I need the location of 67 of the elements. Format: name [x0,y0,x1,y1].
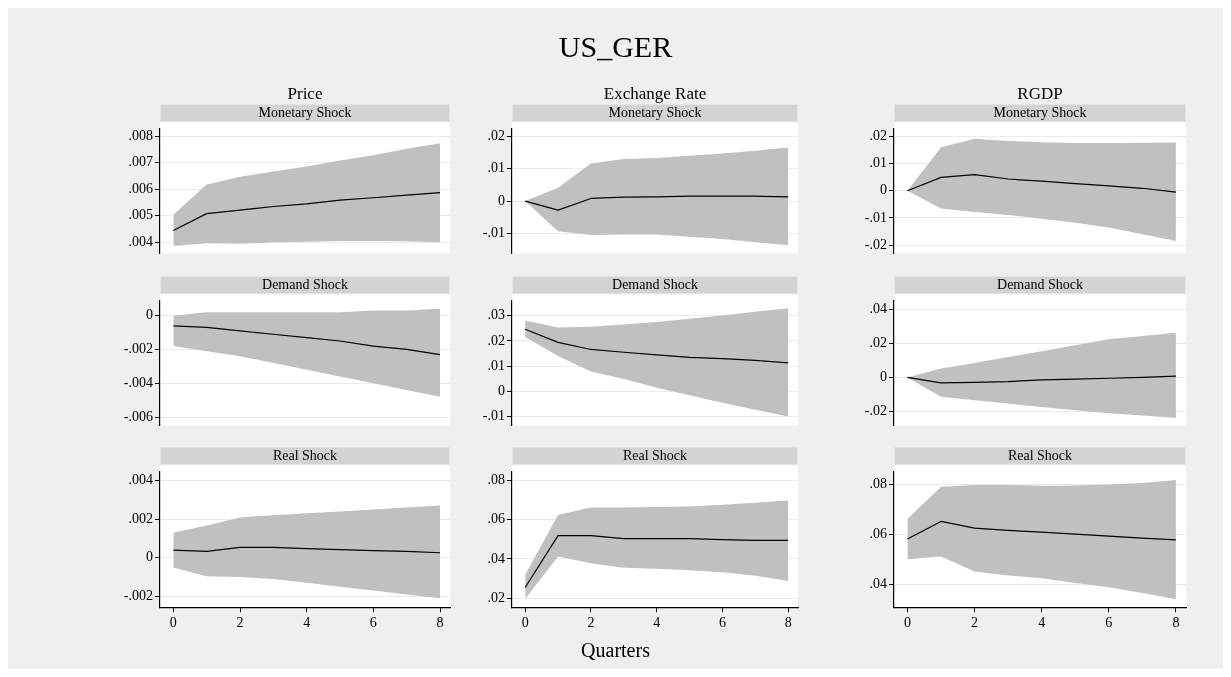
y-tick-label: -.002 [123,588,153,604]
y-tick-label: .08 [487,471,505,487]
x-tick-label: 0 [521,615,529,631]
x-axis-title: Quarters [580,639,651,662]
y-tick-label: .03 [487,307,505,323]
y-tick-label: -.02 [864,236,887,252]
x-tick-label: 8 [784,615,792,631]
y-tick-label: .02 [487,590,505,606]
x-tick-label: 6 [369,615,377,631]
chart-subtitle: Monetary Shock [894,104,1186,122]
y-tick-label: -.002 [123,341,153,357]
y-tick-label: 0 [146,307,153,323]
x-tick-label: 4 [1038,615,1046,631]
x-tick-label: 8 [1172,615,1180,631]
chart-subtitle: Real Shock [160,447,450,465]
y-tick-label: .01 [869,155,887,171]
y-tick-label: 0 [498,383,505,399]
text: US_GER [557,30,674,64]
y-tick-label: .08 [869,476,887,492]
y-tick-label: .02 [869,335,887,351]
y-tick-label: .002 [128,510,153,526]
chart-subtitle: Monetary Shock [160,104,450,122]
y-tick-label: .005 [128,207,153,223]
y-tick-label: .007 [128,154,153,170]
y-tick-label: .006 [128,180,153,196]
y-tick-label: .04 [869,301,887,317]
y-tick-label: .01 [487,160,505,176]
y-tick-label: .04 [869,576,887,592]
chart-subtitle: Demand Shock [160,276,450,294]
y-tick-label: 0 [146,549,153,565]
y-tick-label: .02 [487,332,505,348]
y-tick-label: .02 [487,127,505,143]
y-tick-label: -.01 [864,209,887,225]
chart-subtitle: Demand Shock [894,276,1186,294]
x-tick-label: 4 [303,615,311,631]
y-tick-label: -.01 [482,408,505,424]
x-tick-label: 6 [718,615,726,631]
y-tick-label: .008 [128,128,153,144]
chart-title: Price [286,84,324,104]
y-tick-label: .04 [487,550,505,566]
y-tick-label: -.006 [123,408,153,424]
y-tick-label: -.004 [123,374,153,390]
x-tick-label: 0 [903,615,911,631]
x-tick-label: 8 [436,615,444,631]
chart-title: Exchange Rate [602,84,708,104]
x-tick-label: 2 [971,615,979,631]
y-tick-label: -.01 [482,225,505,241]
chart-subtitle: Monetary Shock [512,104,798,122]
chart-subtitle: Real Shock [512,447,798,465]
y-tick-label: .01 [487,357,505,373]
y-tick-label: -.02 [864,402,887,418]
y-tick-label: .06 [869,526,887,542]
x-tick-label: 4 [653,615,661,631]
x-tick-label: 2 [587,615,595,631]
x-tick-label: 0 [169,615,177,631]
y-tick-label: .02 [869,127,887,143]
y-tick-label: .004 [128,233,153,249]
x-tick-label: 2 [236,615,244,631]
y-tick-label: 0 [498,192,505,208]
chart-title: RGDP [1016,84,1064,104]
chart-subtitle: Real Shock [894,447,1186,465]
chart-subtitle: Demand Shock [512,276,798,294]
y-tick-label: 0 [880,182,887,198]
y-tick-label: .004 [128,472,153,488]
x-tick-label: 6 [1105,615,1113,631]
y-tick-label: .06 [487,511,505,527]
y-tick-label: 0 [880,369,887,385]
